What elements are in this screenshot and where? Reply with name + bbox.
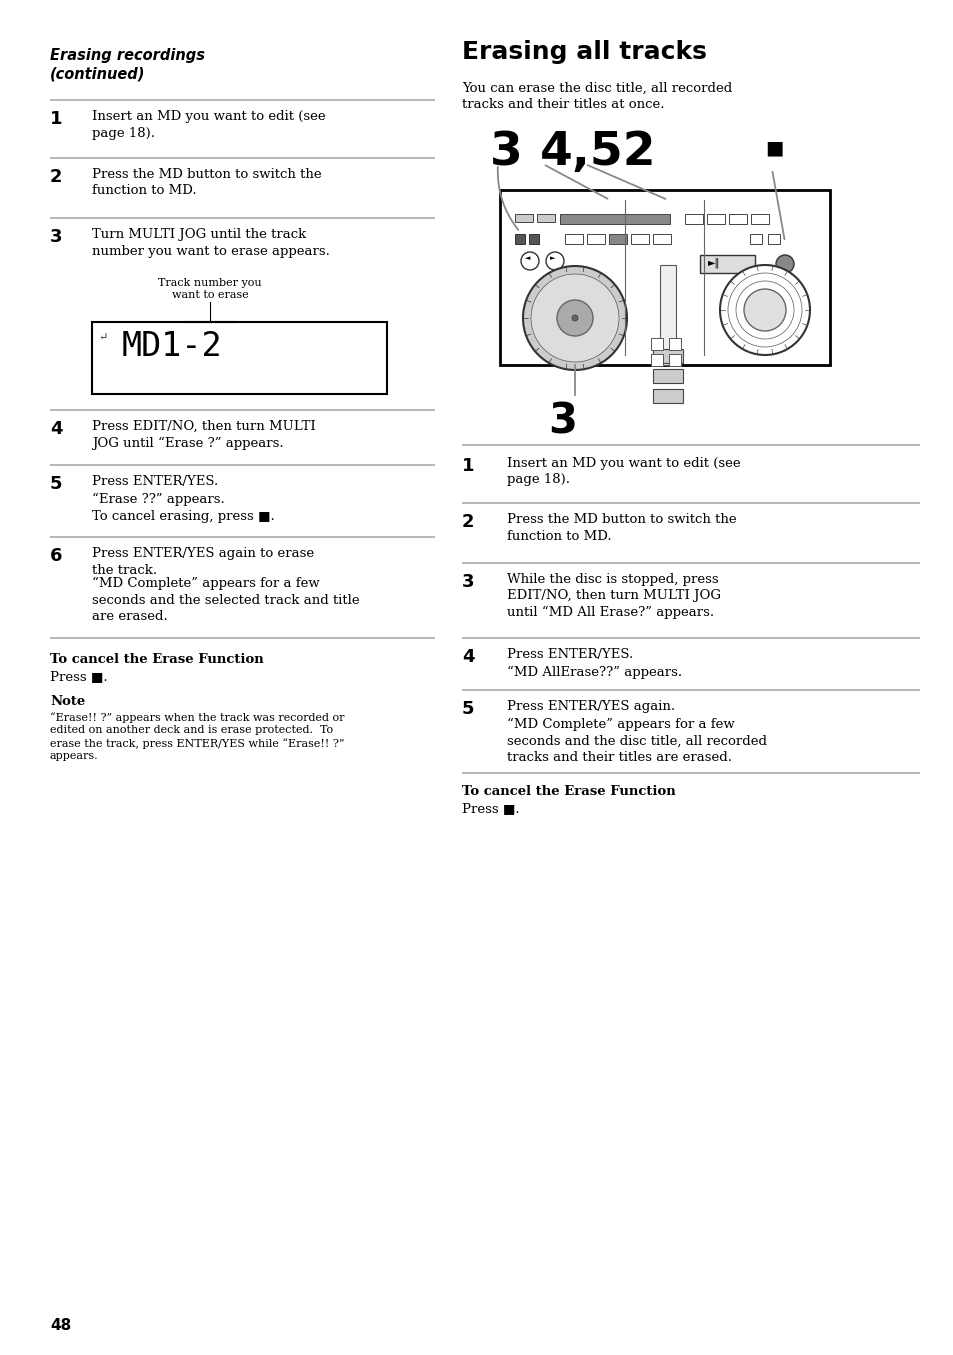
Text: Press EDIT/NO, then turn MULTI
JOG until “Erase ?” appears.: Press EDIT/NO, then turn MULTI JOG until… — [91, 420, 315, 450]
Bar — [659, 266, 676, 364]
Text: Turn MULTI JOG until the track
number you want to erase appears.: Turn MULTI JOG until the track number yo… — [91, 228, 330, 257]
Text: 1: 1 — [50, 110, 63, 127]
Text: ►: ► — [550, 255, 555, 262]
Bar — [515, 214, 533, 222]
Text: “MD AllErase??” appears.: “MD AllErase??” appears. — [506, 667, 681, 679]
Bar — [91, 322, 387, 394]
Circle shape — [572, 314, 578, 321]
Text: 2: 2 — [461, 514, 474, 531]
Bar — [537, 214, 555, 222]
Bar — [750, 214, 768, 224]
Text: 6: 6 — [50, 547, 63, 565]
Text: “Erase ??” appears.
To cancel erasing, press ■.: “Erase ??” appears. To cancel erasing, p… — [91, 493, 274, 523]
Bar — [652, 350, 682, 363]
Bar — [608, 234, 626, 244]
Circle shape — [743, 289, 785, 331]
Bar — [529, 234, 538, 244]
Circle shape — [531, 274, 618, 362]
Text: Erasing all tracks: Erasing all tracks — [461, 41, 706, 64]
Text: ■: ■ — [764, 138, 782, 157]
Bar — [650, 354, 662, 366]
Text: “MD Complete” appears for a few
seconds and the selected track and title
are era: “MD Complete” appears for a few seconds … — [91, 577, 359, 623]
Text: 3: 3 — [50, 228, 63, 247]
Text: 3: 3 — [461, 573, 474, 591]
Text: Press ■.: Press ■. — [461, 802, 519, 814]
Circle shape — [735, 280, 793, 339]
Circle shape — [520, 252, 538, 270]
Bar — [668, 354, 680, 366]
Text: 48: 48 — [50, 1318, 71, 1333]
Text: ↵: ↵ — [98, 332, 108, 341]
Text: 1: 1 — [461, 457, 474, 476]
Text: 4: 4 — [461, 648, 474, 667]
Text: “Erase!! ?” appears when the track was recorded or
edited on another deck and is: “Erase!! ?” appears when the track was r… — [50, 711, 344, 762]
Text: 4,52: 4,52 — [539, 130, 656, 175]
Bar — [684, 214, 702, 224]
Text: While the disc is stopped, press
EDIT/NO, then turn MULTI JOG
until “MD All Eras: While the disc is stopped, press EDIT/NO… — [506, 573, 720, 619]
Bar — [728, 214, 746, 224]
Bar — [586, 234, 604, 244]
Bar — [749, 234, 761, 244]
Text: Erasing recordings
(continued): Erasing recordings (continued) — [50, 47, 205, 81]
Text: Insert an MD you want to edit (see
page 18).: Insert an MD you want to edit (see page … — [91, 110, 325, 140]
Text: MD1-2: MD1-2 — [122, 331, 222, 363]
Circle shape — [775, 255, 793, 272]
Bar — [652, 389, 682, 402]
Text: “MD Complete” appears for a few
seconds and the disc title, all recorded
tracks : “MD Complete” appears for a few seconds … — [506, 718, 766, 764]
Text: 5: 5 — [461, 701, 474, 718]
Circle shape — [522, 266, 626, 370]
Bar — [564, 234, 582, 244]
Circle shape — [545, 252, 563, 270]
Text: Note: Note — [50, 695, 85, 709]
Text: 3: 3 — [490, 130, 522, 175]
Bar — [499, 190, 829, 364]
Bar — [706, 214, 724, 224]
Bar — [767, 234, 780, 244]
Circle shape — [720, 266, 809, 355]
Text: Press ENTER/YES again.: Press ENTER/YES again. — [506, 701, 675, 713]
Bar — [652, 369, 682, 383]
Text: ◄: ◄ — [524, 255, 530, 262]
Text: 2: 2 — [50, 168, 63, 186]
Text: Press the MD button to switch the
function to MD.: Press the MD button to switch the functi… — [506, 514, 736, 542]
Text: Track number you
want to erase: Track number you want to erase — [158, 278, 261, 301]
Text: 3: 3 — [547, 400, 577, 442]
Text: Press ENTER/YES.: Press ENTER/YES. — [506, 648, 633, 661]
Bar — [515, 234, 524, 244]
Text: Press ENTER/YES again to erase
the track.: Press ENTER/YES again to erase the track… — [91, 547, 314, 576]
Text: 4: 4 — [50, 420, 63, 438]
Bar — [668, 337, 680, 350]
Bar — [559, 214, 669, 224]
Text: To cancel the Erase Function: To cancel the Erase Function — [50, 653, 263, 667]
Text: Press ■.: Press ■. — [50, 669, 108, 683]
Text: To cancel the Erase Function: To cancel the Erase Function — [461, 785, 675, 798]
Bar — [630, 234, 648, 244]
Circle shape — [557, 299, 593, 336]
Bar — [700, 255, 754, 272]
Text: Insert an MD you want to edit (see
page 18).: Insert an MD you want to edit (see page … — [506, 457, 740, 486]
Text: 5: 5 — [50, 476, 63, 493]
Bar — [650, 337, 662, 350]
Text: You can erase the disc title, all recorded
tracks and their titles at once.: You can erase the disc title, all record… — [461, 83, 732, 111]
Text: ►‖: ►‖ — [707, 257, 720, 267]
Text: Press the MD button to switch the
function to MD.: Press the MD button to switch the functi… — [91, 168, 321, 198]
Text: Press ENTER/YES.: Press ENTER/YES. — [91, 476, 218, 488]
Bar — [652, 234, 670, 244]
Circle shape — [727, 272, 801, 347]
